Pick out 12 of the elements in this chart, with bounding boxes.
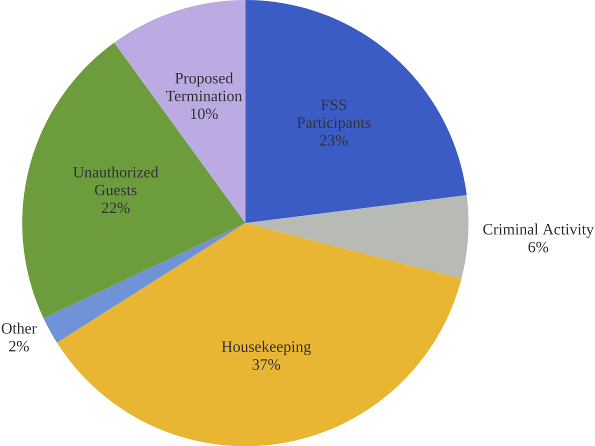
slice-label: FSS Participants: [297, 99, 370, 132]
slice-label: Other: [2, 322, 37, 334]
slice-label: Criminal Activity: [483, 223, 594, 238]
slice-label: Housekeeping: [222, 340, 311, 356]
data-label: 10%: [190, 108, 218, 120]
data-label: 23%: [320, 135, 348, 146]
data-label: 37%: [252, 359, 280, 370]
slice-label: Proposed Termination: [166, 72, 242, 102]
slice-label: Unauthorized Guests: [73, 166, 158, 196]
data-label: 2%: [9, 340, 29, 352]
data-label: 6%: [528, 242, 548, 252]
data-label: 22%: [102, 202, 130, 214]
